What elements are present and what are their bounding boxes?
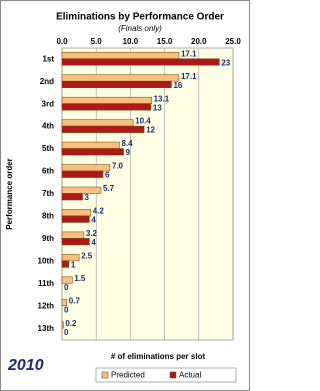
value-label: 23 — [221, 58, 230, 67]
bar — [61, 80, 172, 88]
y-tick-label: 13th — [38, 324, 55, 333]
chart-subtitle: (Finals only) — [118, 24, 162, 33]
value-label: 4.2 — [93, 207, 105, 216]
value-label: 0 — [64, 305, 69, 314]
bar — [61, 141, 120, 149]
value-label: 3.2 — [86, 229, 98, 238]
bar — [61, 260, 70, 268]
y-tick-label: 12th — [38, 301, 55, 310]
x-tick-label: 10.0 — [123, 37, 139, 46]
value-label: 17.1 — [181, 49, 197, 58]
bar — [61, 321, 64, 329]
x-tick-label: 5.0 — [91, 37, 103, 46]
bar — [61, 74, 180, 82]
bar — [61, 209, 91, 217]
value-label: 5.7 — [103, 184, 115, 193]
bar — [61, 164, 111, 172]
chart-title: Eliminations by Performance Order — [56, 12, 224, 23]
y-tick-label: 1st — [42, 54, 54, 63]
bar — [61, 186, 102, 194]
legend-swatch — [169, 371, 177, 379]
chart: Eliminations by Performance Order (Final… — [0, 0, 250, 391]
year-annotation: 2010 — [7, 357, 44, 374]
value-label: 7.0 — [112, 162, 124, 171]
bar — [61, 103, 152, 111]
legend-swatch — [101, 371, 109, 379]
bar — [61, 276, 73, 284]
value-label: 1.5 — [74, 274, 86, 283]
x-axis-label: # of eliminations per slot — [111, 352, 206, 361]
value-label: 4 — [91, 216, 96, 225]
y-tick-label: 4th — [42, 122, 54, 131]
y-tick-label: 10th — [38, 256, 55, 265]
value-label: 4 — [91, 238, 96, 247]
value-label: 0.2 — [65, 319, 77, 328]
bar — [61, 119, 134, 127]
value-label: 17.1 — [181, 72, 197, 81]
value-label: 3 — [85, 193, 90, 202]
y-tick-label: 6th — [42, 167, 54, 176]
x-tick-label: 20.0 — [191, 37, 207, 46]
y-tick-label: 11th — [38, 279, 54, 288]
x-tick-label: 15.0 — [157, 37, 173, 46]
value-label: 1 — [71, 260, 76, 269]
y-tick-label: 5th — [42, 144, 54, 153]
y-tick-label: 2nd — [40, 77, 54, 86]
value-label: 13.1 — [154, 94, 170, 103]
bar — [61, 96, 152, 104]
value-label: 6 — [105, 171, 110, 180]
bar — [61, 125, 145, 133]
value-label: 13 — [153, 103, 162, 112]
y-axis-label: Performance order — [5, 158, 14, 230]
bar — [61, 51, 180, 59]
value-label: 9 — [126, 148, 131, 157]
x-tick-label: 25.0 — [225, 37, 241, 46]
bar — [61, 254, 80, 262]
y-tick-label: 9th — [42, 234, 54, 243]
value-label: 0 — [64, 328, 69, 337]
legend-label: Actual — [179, 371, 201, 380]
bar — [61, 148, 124, 156]
value-label: 8.4 — [121, 139, 133, 148]
bar — [61, 193, 83, 201]
y-tick-label: 3rd — [42, 99, 55, 108]
value-label: 0 — [64, 283, 69, 292]
bar — [61, 299, 68, 307]
bar — [61, 170, 104, 178]
value-label: 2.5 — [81, 251, 93, 260]
bar — [61, 238, 90, 246]
value-label: 10.4 — [135, 117, 151, 126]
value-label: 16 — [173, 81, 182, 90]
legend — [95, 367, 237, 383]
legend-label: Predicted — [111, 371, 145, 380]
bar — [61, 215, 90, 223]
bar — [61, 58, 220, 66]
value-label: 12 — [146, 126, 155, 135]
value-label: 0.7 — [69, 296, 81, 305]
bar — [61, 231, 85, 239]
x-tick-label: 0.0 — [56, 37, 68, 46]
y-tick-label: 8th — [42, 212, 54, 221]
plot-area — [61, 47, 234, 341]
y-tick-label: 7th — [42, 189, 54, 198]
